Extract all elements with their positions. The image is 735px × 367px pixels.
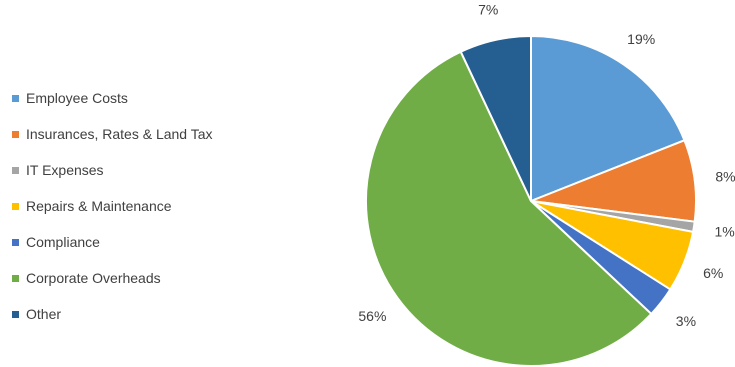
legend-label: Other <box>26 306 62 322</box>
legend-swatch <box>12 166 19 174</box>
data-label: 6% <box>703 265 723 281</box>
data-label: 19% <box>627 31 655 47</box>
legend-item: Other <box>12 296 213 332</box>
legend-swatch <box>12 94 19 102</box>
legend-label: Insurances, Rates & Land Tax <box>26 126 213 142</box>
data-label: 8% <box>715 168 735 184</box>
legend-label: Repairs & Maintenance <box>26 198 172 214</box>
legend-item: Employee Costs <box>12 80 213 116</box>
legend-label: Corporate Overheads <box>26 270 161 286</box>
legend-swatch <box>12 130 19 138</box>
legend-item: IT Expenses <box>12 152 213 188</box>
data-label: 3% <box>676 313 696 329</box>
legend-label: Compliance <box>26 234 100 250</box>
legend-swatch <box>12 310 19 318</box>
data-label: 56% <box>358 308 386 324</box>
pie-slice <box>365 50 653 367</box>
legend-item: Repairs & Maintenance <box>12 188 213 224</box>
legend-item: Compliance <box>12 224 213 260</box>
legend-swatch <box>12 238 19 246</box>
legend-item: Insurances, Rates & Land Tax <box>12 116 213 152</box>
data-label: 7% <box>478 2 498 18</box>
pie-slice <box>530 34 686 203</box>
data-label: 1% <box>714 224 734 240</box>
chart-legend: Employee Costs Insurances, Rates & Land T… <box>12 80 213 332</box>
pie-slice <box>459 34 532 202</box>
legend-label: Employee Costs <box>26 90 128 106</box>
legend-swatch <box>12 274 19 282</box>
legend-label: IT Expenses <box>26 162 104 178</box>
legend-swatch <box>12 202 19 210</box>
legend-item: Corporate Overheads <box>12 260 213 296</box>
